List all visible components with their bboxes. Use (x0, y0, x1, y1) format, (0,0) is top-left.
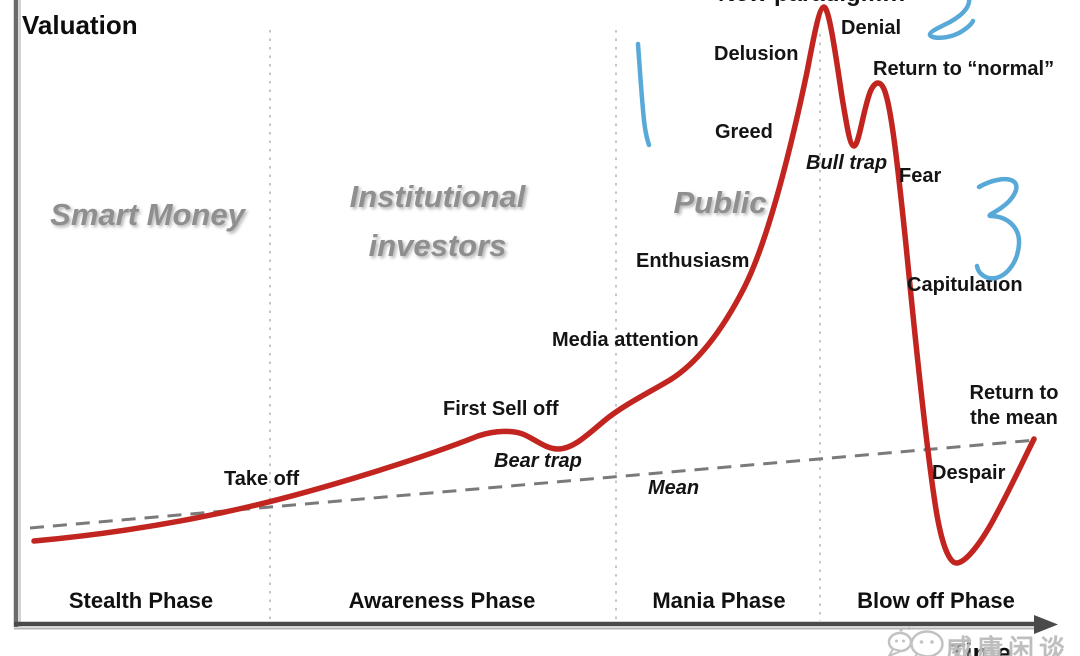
greed-label: Greed (715, 121, 773, 143)
phase-label-awareness: Awareness Phase (348, 588, 536, 613)
return-to-normal-label: Return to “normal” (873, 58, 1055, 80)
handwritten-2-mark (927, 0, 976, 40)
valuation-curve (31, 4, 1037, 566)
take-off-label: Take off (224, 468, 300, 490)
bull-trap-label: Bull trap (806, 152, 888, 174)
x-axis-title: Time (949, 638, 1012, 656)
bear-trap-label: Bear trap (494, 450, 582, 472)
phase-label-mania: Mania Phase (652, 588, 786, 613)
y-axis-title: Valuation (22, 10, 138, 40)
public-label: Public (673, 185, 767, 220)
handwritten-3-mark (974, 177, 1022, 281)
chat-bubbles-icon (887, 626, 944, 656)
fear-label: Fear (899, 165, 942, 187)
handwritten-1-mark (635, 41, 652, 148)
new-paradigm-label-clipped: New paradigm!!! (718, 0, 906, 8)
first-sell-off-label: First Sell off (443, 398, 559, 420)
return-to-the-mean-label: Return to the mean (969, 382, 1059, 429)
institutional-investors-label: Institutional investors (349, 179, 526, 263)
mean-dashed-line (29, 438, 1037, 530)
phase-label-blow-off: Blow off Phase (857, 588, 1015, 613)
media-attention-label: Media attention (552, 329, 699, 351)
smart-money-label: Smart Money (50, 197, 245, 232)
x-axis-arrowhead (1034, 615, 1058, 634)
mean-label: Mean (648, 477, 700, 499)
phase-label-stealth: Stealth Phase (68, 588, 214, 613)
despair-label: Despair (932, 462, 1006, 484)
denial-label: Denial (841, 17, 902, 39)
enthusiasm-label: Enthusiasm (636, 250, 750, 272)
delusion-label: Delusion (714, 43, 799, 65)
watermark-text: 威庸闲谈 (946, 634, 1071, 656)
